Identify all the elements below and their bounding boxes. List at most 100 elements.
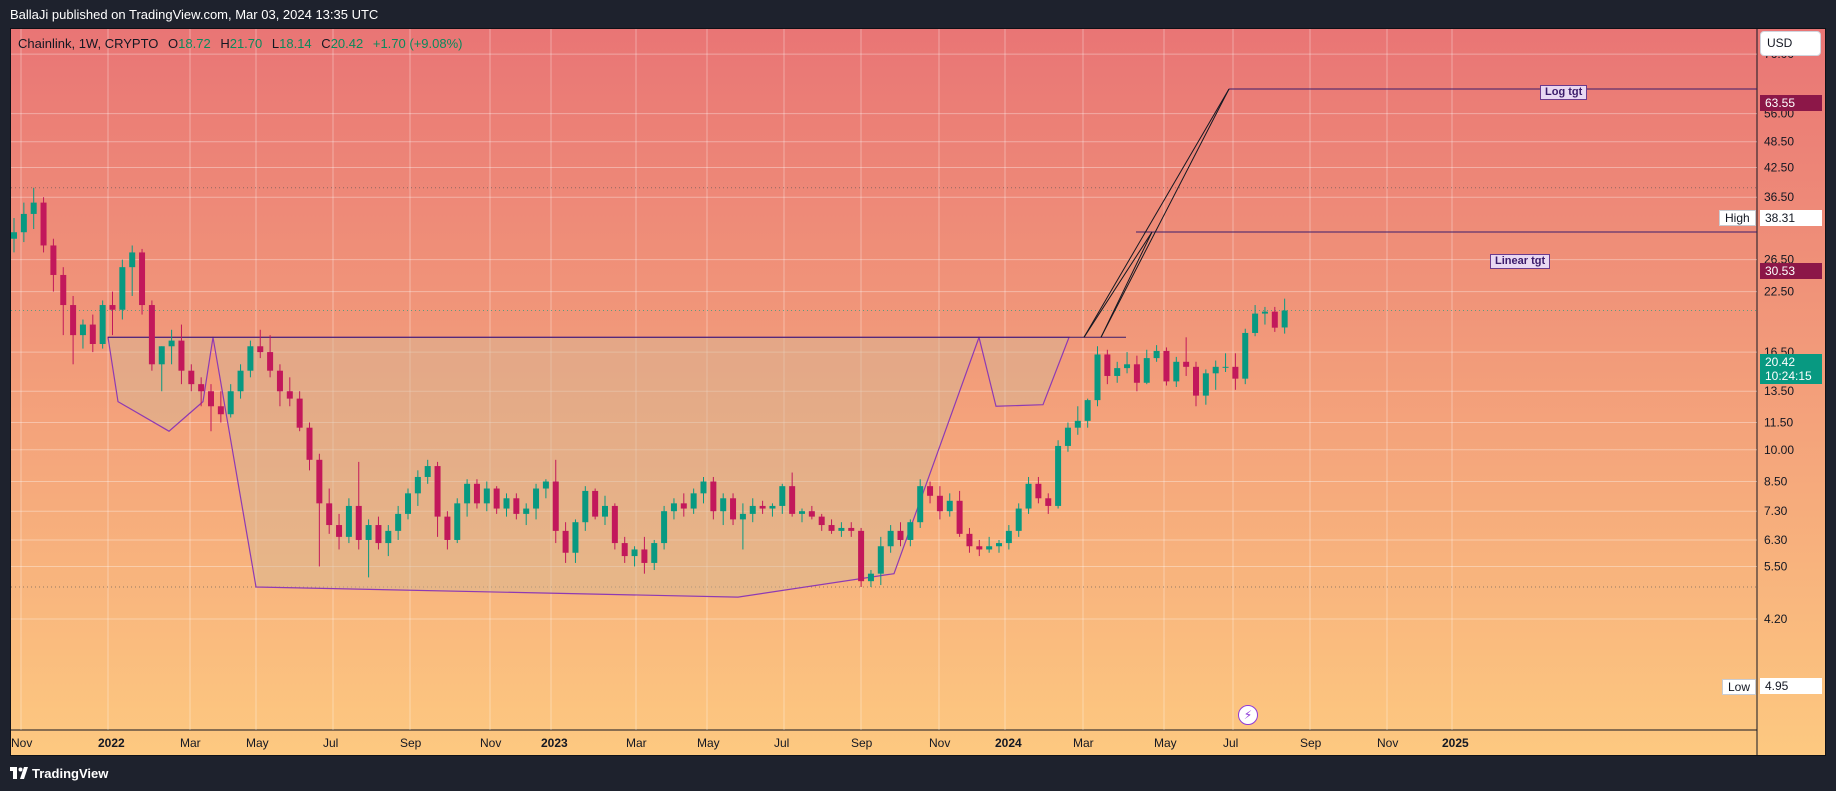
candle-body [730,498,737,520]
candle-body [296,398,303,428]
candle-body [1015,508,1022,531]
time-tick-label: May [1154,736,1177,750]
candle-body [1064,427,1071,446]
candle-body [927,486,934,496]
candle-body [267,352,274,371]
candle-body [40,202,47,246]
time-tick-label: May [697,736,720,750]
low-value: 4.95 [1760,678,1822,694]
legend-low: 18.14 [279,36,312,51]
price-tick-label: 42.50 [1764,160,1794,174]
plot-background [11,29,1757,755]
candle-body [79,324,86,336]
candle-body [1143,358,1150,383]
candlestick-chart[interactable]: 76.0056.0048.5042.5036.5026.5022.5016.50… [11,29,1826,756]
linear-projection-line [1083,231,1153,338]
last-price-tag: 20.42 [1760,354,1822,370]
candle-body [345,505,352,537]
candle-body [1045,498,1052,506]
candle-body [542,481,549,489]
candle-body [414,476,421,494]
candle-body [661,511,668,544]
candle-body [1084,400,1091,421]
candle-body [710,481,717,512]
candle-body [690,493,697,509]
candle-body [119,267,126,310]
log-projection-line [1083,88,1230,338]
log-target-price-tag: 63.55 [1760,95,1822,111]
candle-body [336,525,343,537]
linear-projection-line-2 [1100,231,1153,338]
candle-body [1252,313,1259,333]
candle-body [1163,350,1170,382]
candle-body [611,505,618,544]
candle-body [20,213,27,233]
time-tick-label: Mar [626,736,647,750]
candle-body [887,530,894,547]
candle-body [60,274,67,306]
time-tick-label: 2022 [98,736,125,750]
price-tick-label: 13.50 [1764,384,1794,398]
candle-body [533,488,540,509]
price-tick-label: 10.00 [1764,443,1794,457]
candle-body [227,391,234,415]
legend-change: +1.70 (+9.08%) [372,36,463,51]
time-tick-label: 2024 [995,736,1022,750]
candle-body [779,486,786,506]
candle-body [582,490,589,523]
countdown-tag: 10:24:15 [1760,368,1822,384]
candle-body [700,481,707,494]
candle-body [217,406,224,415]
candle-body [877,546,884,574]
log-projection-line-2 [1100,88,1230,338]
candle-body [552,481,559,531]
time-tick-label: May [246,736,269,750]
candle-body [769,505,776,509]
candle-body [1153,350,1160,359]
time-tick-label: Sep [1300,736,1322,750]
price-tick-label: 8.50 [1764,475,1788,489]
candle-body [316,459,323,504]
candle-body [1232,366,1239,379]
candle-body [1124,364,1131,369]
candle-body [286,391,293,399]
high-value: 38.31 [1760,210,1822,226]
candle-body [129,252,136,268]
candle-body [621,543,628,557]
candle-body [188,370,195,385]
candle-body [89,324,96,344]
candle-body [1005,530,1012,544]
candle-body [858,530,865,582]
time-tick-label: Mar [180,736,201,750]
low-label: Low [1722,679,1757,695]
chart-area[interactable]: 76.0056.0048.5042.5036.5026.5022.5016.50… [10,28,1826,756]
currency-button[interactable]: USD [1760,31,1821,56]
candle-body [749,505,756,514]
candle-body [907,522,914,540]
candle-body [444,516,451,540]
candle-body [936,495,943,512]
candle-body [966,533,973,547]
price-axis-background [1757,29,1825,755]
candle-body [385,530,392,544]
candle-body [148,305,155,365]
tradingview-logo[interactable]: TradingView [10,766,108,781]
candle-body [473,483,480,504]
candle-body [326,503,333,526]
candle-body [434,466,441,517]
candle-body [306,427,313,460]
time-tick-label: Sep [851,736,873,750]
candle-body [464,483,471,504]
candle-body [168,340,175,347]
price-tick-label: 36.50 [1764,190,1794,204]
footer-brand: TradingView [32,766,109,781]
candle-body [759,505,766,509]
candle-body [828,525,835,531]
candle-body [917,486,924,523]
lightning-icon[interactable]: ⚡ [1238,705,1258,725]
candle-body [198,384,205,392]
candle-body [50,245,57,275]
tradingview-logo-icon [10,767,28,779]
candle-body [602,505,608,517]
candle-body [592,490,599,517]
